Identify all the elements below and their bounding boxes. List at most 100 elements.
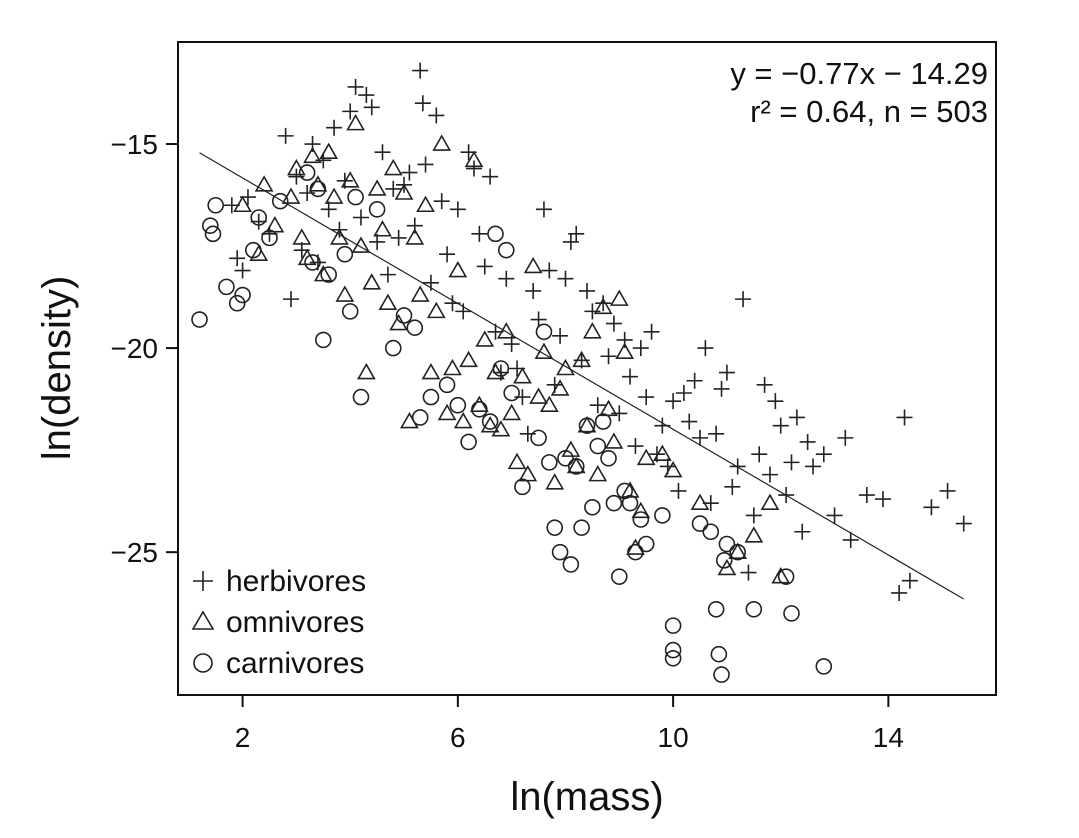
- herbivores-point: [896, 409, 913, 426]
- legend-item-omnivores: omnivores: [191, 606, 364, 639]
- carnivores-point: [438, 376, 456, 394]
- omnivores-point: [529, 387, 548, 404]
- herbivores-point: [858, 487, 875, 504]
- legend-item-carnivores: carnivores: [193, 647, 364, 680]
- carnivores-point: [347, 188, 364, 206]
- herbivores-point: [665, 393, 682, 410]
- herbivores-point: [584, 303, 601, 320]
- herbivores-point: [503, 336, 520, 353]
- herbivores-point: [514, 389, 531, 406]
- herbivores-point: [643, 323, 660, 340]
- herbivores-point: [412, 62, 429, 79]
- x-axis-ticks: 2 6 10 14: [235, 695, 904, 753]
- omnivores-point: [556, 358, 575, 376]
- carnivores-point: [600, 449, 617, 467]
- carnivores-point: [535, 323, 553, 341]
- herbivores-point: [439, 246, 456, 263]
- carnivores-point: [352, 388, 370, 406]
- herbivores-point: [729, 458, 746, 475]
- omnivores-point: [362, 273, 382, 290]
- x-tick-label: 6: [450, 722, 466, 753]
- carnivores-point: [654, 507, 671, 524]
- x-tick-label: 2: [235, 722, 251, 753]
- carnivores-point: [406, 319, 424, 336]
- herbivores-point: [735, 291, 752, 308]
- herbivores-point: [562, 233, 579, 250]
- herbivores-point: [670, 482, 687, 499]
- herbivores-point: [552, 327, 569, 344]
- omnivores-point: [496, 322, 516, 339]
- legend-label-omnivores: omnivores: [226, 606, 364, 639]
- herbivores-point: [686, 372, 703, 389]
- data-points: [191, 62, 972, 683]
- carnivores-point: [514, 478, 531, 496]
- herbivores-point: [724, 478, 741, 495]
- herbivores-point: [326, 119, 343, 136]
- carnivores-point: [815, 658, 833, 675]
- y-axis-ticks: −15 −20 −25: [111, 129, 178, 568]
- omnivores-point: [308, 175, 328, 192]
- carnivores-point: [481, 413, 499, 430]
- omnivores-point: [410, 285, 430, 302]
- herbivores-point: [697, 340, 714, 357]
- y-axis-title: ln(density): [35, 276, 79, 461]
- omnivores-point: [593, 297, 613, 315]
- carnivores-point: [503, 384, 520, 402]
- carnivores-point: [261, 229, 278, 247]
- herbivores-point: [788, 409, 805, 426]
- carnivores-point: [201, 217, 219, 234]
- omnivores-point: [690, 493, 710, 510]
- omnivores-point: [421, 362, 441, 380]
- herbivores-point: [385, 180, 402, 197]
- herbivores-point: [535, 201, 552, 218]
- omnivores-point: [588, 465, 608, 482]
- omnivores-point: [609, 289, 629, 306]
- carnivores-point: [207, 196, 224, 214]
- carnivores-point: [627, 543, 644, 561]
- herbivores-point: [352, 209, 369, 226]
- omnivores-point: [491, 420, 511, 437]
- herbivores-point: [369, 233, 386, 250]
- herbivores-point: [283, 291, 300, 308]
- herbivores-point: [417, 156, 434, 173]
- herbivores-point: [465, 160, 482, 177]
- omnivores-point: [480, 416, 500, 433]
- carnivores-point: [713, 666, 730, 683]
- omnivores-point: [583, 322, 602, 339]
- herbivores-point: [751, 446, 768, 463]
- herbivores-point: [476, 258, 493, 275]
- herbivores-point: [681, 413, 698, 430]
- herbivores-point: [363, 99, 380, 116]
- omnivores-point: [561, 440, 581, 457]
- herbivores-point: [530, 311, 547, 328]
- carnivores-point: [573, 519, 590, 536]
- herbivores-point: [277, 127, 294, 144]
- omnivores-point: [744, 526, 764, 543]
- omnivores-point: [287, 158, 306, 176]
- herbivores-point: [767, 393, 784, 410]
- carnivores-point: [567, 458, 585, 475]
- carnivores-point: [341, 303, 359, 320]
- carnivores-point: [422, 388, 440, 406]
- herbivores-point: [444, 295, 461, 312]
- carnivores-point: [395, 307, 413, 324]
- omnivores-point: [324, 187, 344, 204]
- omnivores-point: [233, 195, 252, 213]
- carnivores-point: [691, 515, 709, 532]
- carnivores-point: [584, 498, 601, 516]
- herbivores-point: [234, 262, 251, 279]
- herbivores-point: [740, 564, 757, 581]
- omnivores-point: [292, 228, 312, 245]
- omnivores-point: [459, 350, 478, 368]
- omnivores-point: [373, 220, 392, 237]
- omnivores-point: [453, 411, 473, 429]
- carnivores-point: [304, 254, 321, 271]
- omnivores-point: [330, 228, 349, 245]
- omnivores-point: [604, 432, 624, 449]
- omnivores-point: [335, 285, 355, 302]
- omnivores-point: [405, 228, 425, 245]
- herbivores-point: [482, 168, 499, 185]
- omnivores-point: [432, 134, 452, 151]
- herbivores-point: [675, 384, 692, 401]
